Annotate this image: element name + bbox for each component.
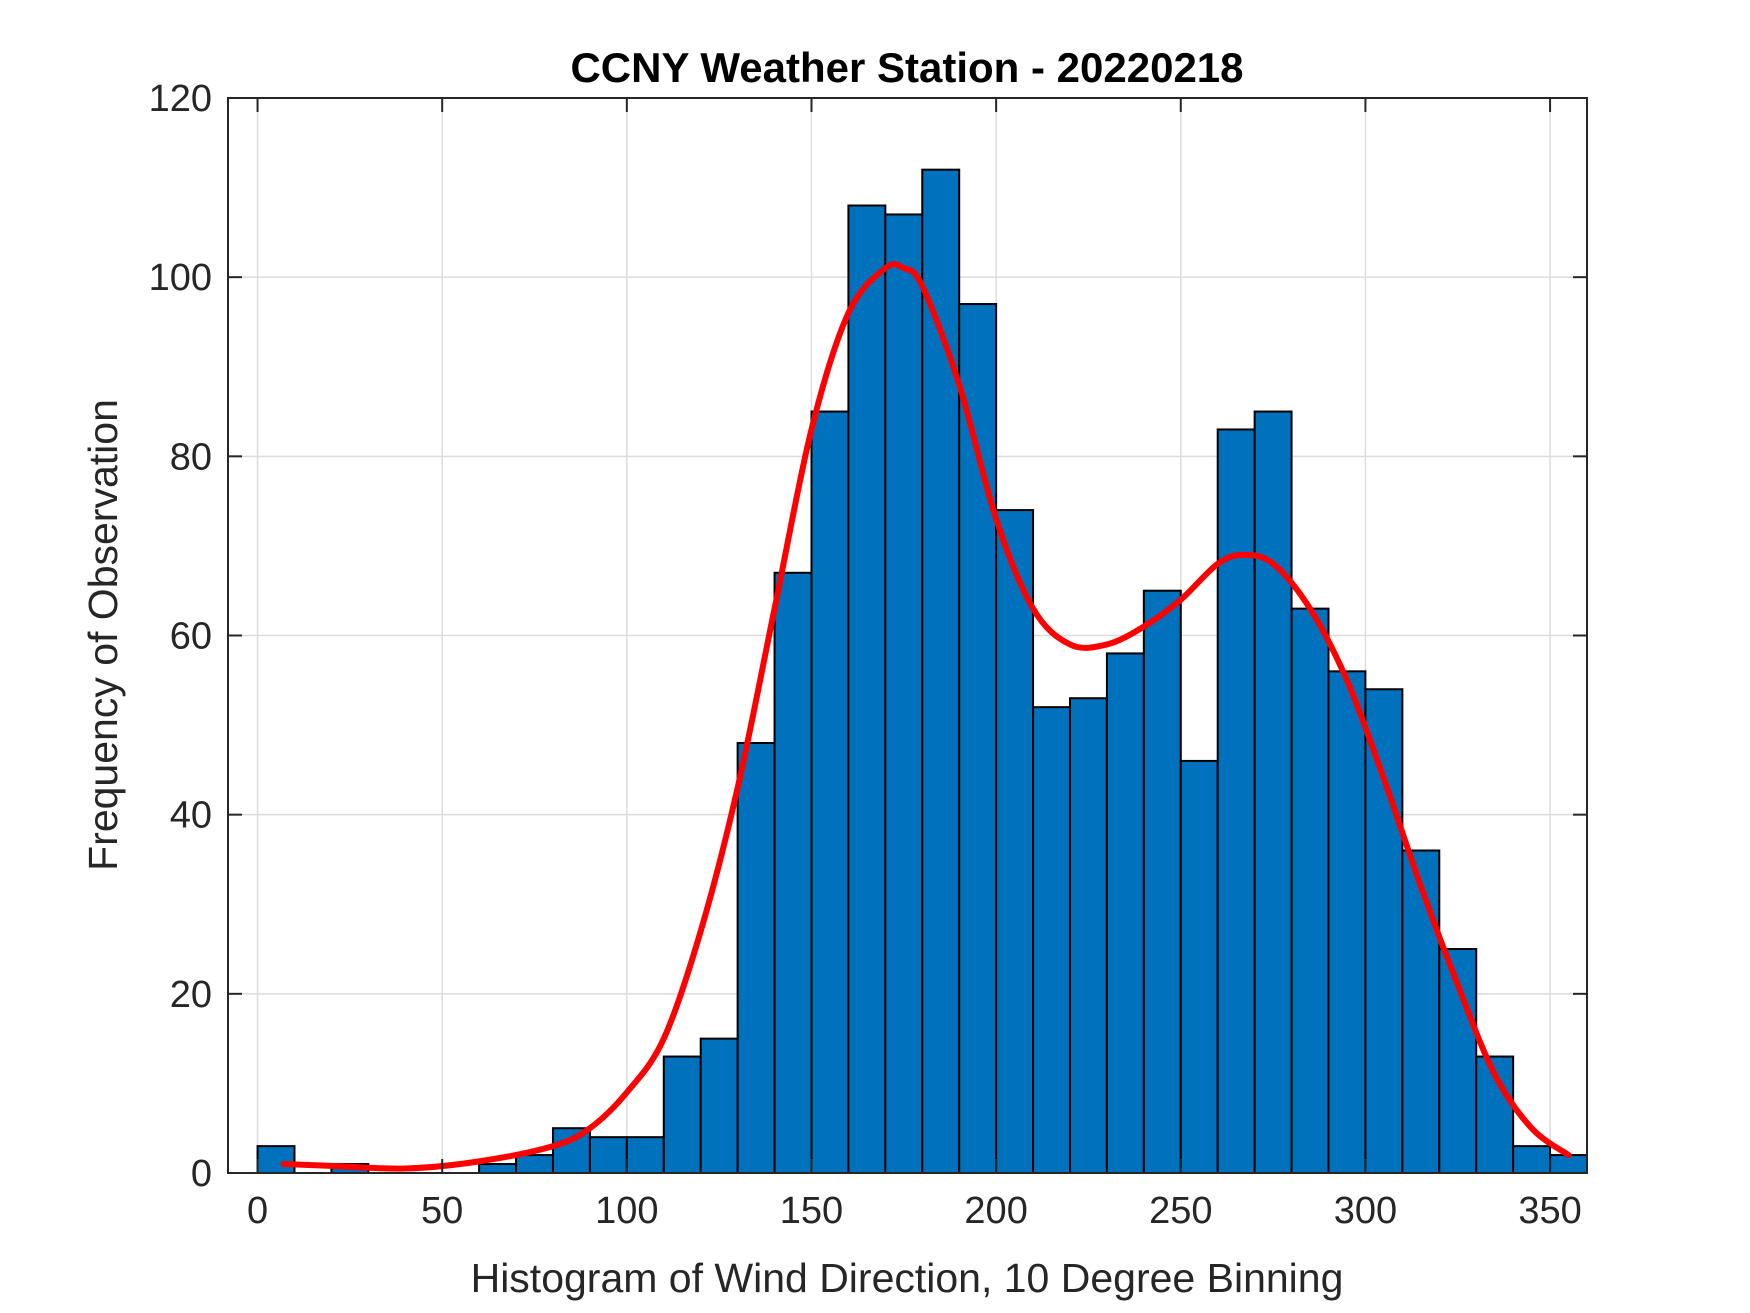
histogram-bar xyxy=(810,410,850,1174)
y-tick-label: 80 xyxy=(170,436,212,478)
histogram-bar xyxy=(921,168,961,1174)
histogram-bar xyxy=(478,1163,518,1174)
histogram-bar xyxy=(736,742,776,1174)
histogram-bar xyxy=(625,1136,665,1174)
x-tick-labels: 0 50 100 150 200 250 300 350 xyxy=(247,1190,1582,1232)
histogram-bar xyxy=(1105,652,1145,1174)
histogram-bar xyxy=(773,571,813,1174)
x-tick-label: 200 xyxy=(964,1190,1027,1232)
x-tick-label: 100 xyxy=(595,1190,658,1232)
histogram-bar xyxy=(1032,706,1071,1175)
histogram-bar xyxy=(1401,849,1441,1174)
y-tick-label: 0 xyxy=(191,1153,212,1195)
x-tick-label: 50 xyxy=(421,1190,463,1232)
x-tick-label: 250 xyxy=(1149,1190,1212,1232)
histogram-bar xyxy=(662,1055,702,1174)
histogram-bar xyxy=(1364,688,1404,1174)
y-tick-label: 100 xyxy=(149,257,212,299)
histogram-bars xyxy=(256,168,1589,1175)
x-tick-label: 0 xyxy=(247,1190,268,1232)
x-axis-label: Histogram of Wind Direction, 10 Degree B… xyxy=(471,1255,1344,1301)
histogram-bar xyxy=(1216,428,1256,1175)
y-tick-label: 40 xyxy=(170,795,212,837)
chart-title: CCNY Weather Station - 20220218 xyxy=(570,44,1243,91)
histogram-bar xyxy=(884,213,924,1175)
y-tick-labels: 0 20 40 60 80 100 120 xyxy=(149,78,212,1195)
tick-marks xyxy=(228,97,1587,1174)
x-tick-label: 150 xyxy=(780,1190,843,1232)
y-tick-label: 20 xyxy=(170,974,212,1016)
histogram-bar xyxy=(515,1154,554,1175)
fit-curve-group xyxy=(280,261,1572,1172)
fit-curve-line xyxy=(280,261,1572,1172)
y-tick-label: 120 xyxy=(149,78,212,120)
histogram-bar xyxy=(1290,607,1330,1174)
histogram-bar xyxy=(958,303,998,1174)
x-tick-label: 350 xyxy=(1518,1190,1581,1232)
histogram-bar xyxy=(995,509,1035,1175)
histogram-bar xyxy=(1512,1145,1552,1174)
histogram-bar xyxy=(588,1136,628,1174)
histogram-bar xyxy=(847,204,887,1174)
histogram-bar xyxy=(1179,759,1219,1175)
y-axis-label: Frequency of Observation xyxy=(80,399,126,871)
x-tick-label: 300 xyxy=(1334,1190,1397,1232)
y-tick-label: 60 xyxy=(170,616,212,658)
histogram-bar xyxy=(1142,589,1182,1174)
histogram-bar xyxy=(699,1037,739,1174)
histogram-bar xyxy=(1327,670,1367,1174)
histogram-bar xyxy=(1253,410,1293,1174)
histogram-bar xyxy=(1068,697,1108,1174)
histogram-bar xyxy=(256,1145,296,1174)
